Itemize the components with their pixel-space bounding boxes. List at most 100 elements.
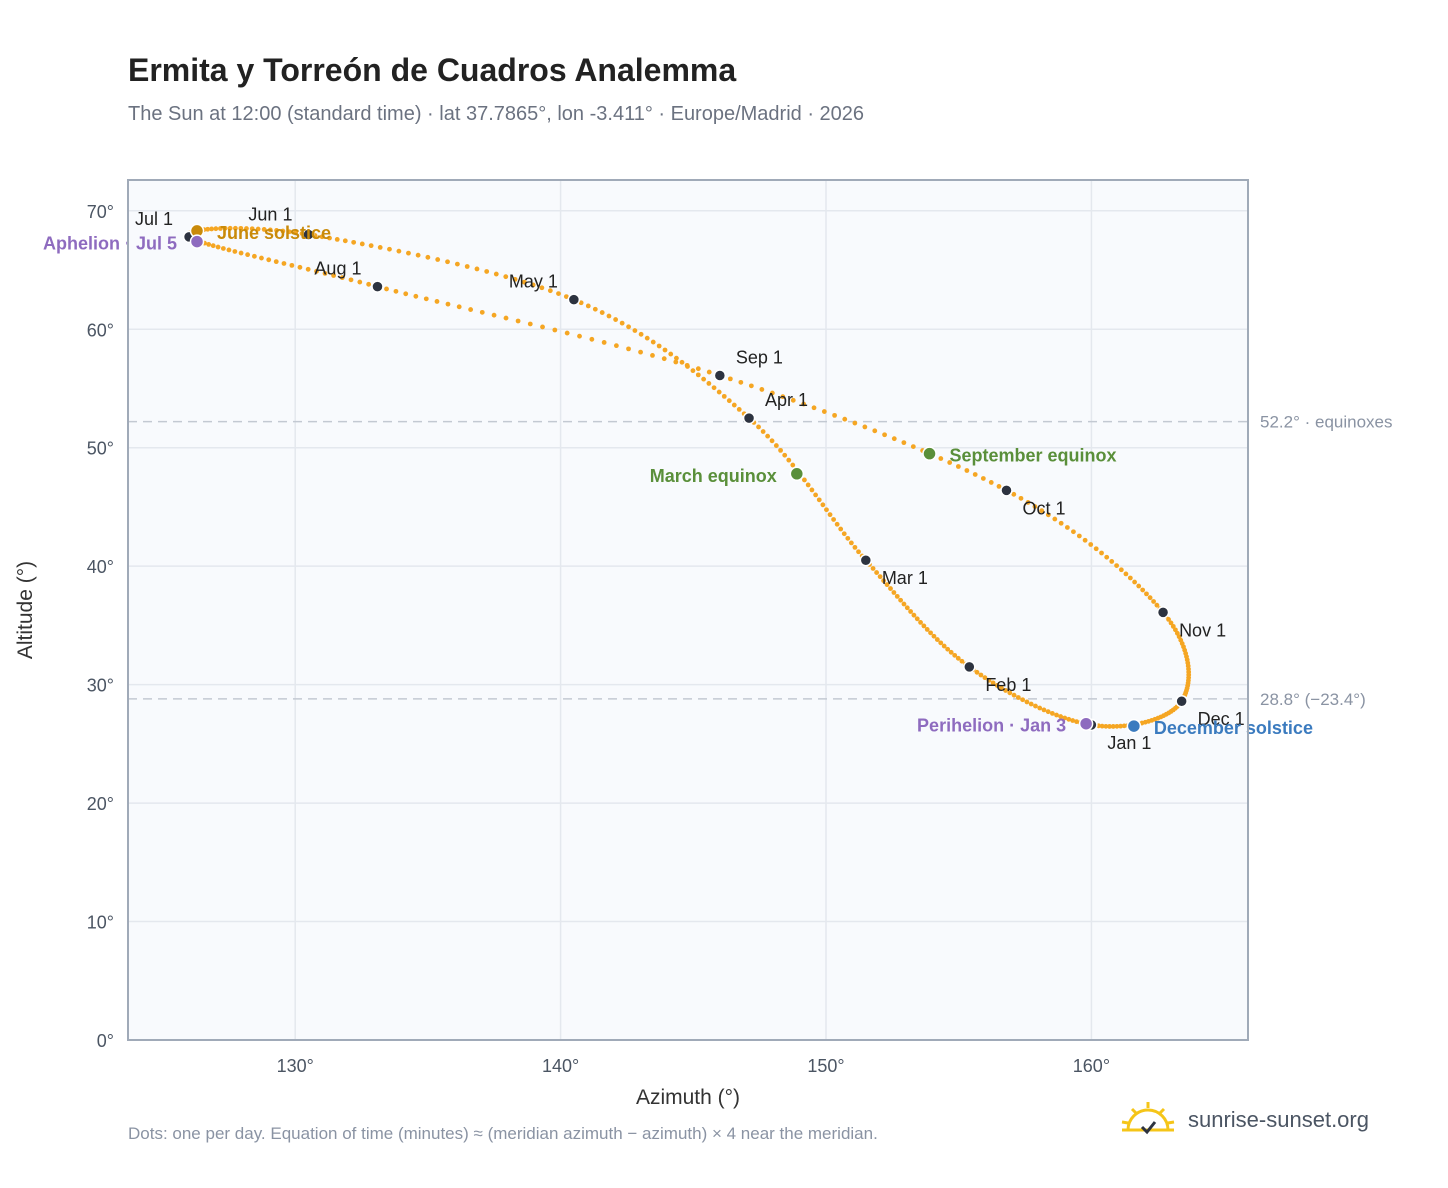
daily-sun-dot bbox=[870, 566, 876, 571]
daily-sun-dot bbox=[852, 544, 858, 550]
daily-sun-dot bbox=[948, 649, 954, 655]
daily-sun-dot bbox=[578, 300, 584, 306]
daily-sun-dot bbox=[445, 301, 451, 307]
daily-sun-dot bbox=[638, 349, 643, 355]
daily-sun-dot bbox=[852, 420, 858, 426]
daily-sun-dot bbox=[1118, 567, 1124, 573]
daily-sun-dot bbox=[947, 460, 953, 465]
reference-lines: 52.2° · equinoxes 28.8° (−23.4°) bbox=[128, 413, 1393, 709]
event-label: June solstice bbox=[217, 223, 331, 243]
daily-sun-dot bbox=[1071, 529, 1076, 535]
daily-sun-dot bbox=[1025, 500, 1031, 505]
daily-sun-dot bbox=[261, 227, 267, 232]
daily-sun-dot bbox=[445, 259, 450, 265]
daily-sun-dot bbox=[484, 269, 490, 274]
daily-sun-dot bbox=[342, 238, 348, 244]
daily-sun-dot bbox=[331, 273, 337, 278]
daily-sun-dot bbox=[816, 497, 822, 503]
daily-sun-dot bbox=[1103, 723, 1109, 729]
daily-sun-dot bbox=[821, 409, 827, 414]
brand-name: sunrise-sunset.org bbox=[1188, 1107, 1369, 1132]
daily-sun-dot bbox=[632, 328, 638, 333]
daily-sun-dot bbox=[564, 330, 570, 336]
daily-sun-dot bbox=[547, 288, 553, 294]
daily-sun-dot bbox=[790, 397, 796, 403]
daily-sun-dot bbox=[1118, 723, 1123, 729]
daily-sun-dot bbox=[986, 677, 992, 683]
daily-sun-dot bbox=[255, 226, 261, 232]
daily-sun-dot bbox=[396, 248, 402, 254]
daily-sun-dot bbox=[226, 247, 232, 253]
month-label: Nov 1 bbox=[1179, 620, 1226, 640]
daily-sun-dot bbox=[881, 578, 887, 584]
daily-sun-dot bbox=[679, 359, 685, 365]
reference-line-label: 52.2° · equinoxes bbox=[1260, 413, 1393, 432]
month-label: May 1 bbox=[509, 272, 558, 292]
daily-sun-dot bbox=[406, 250, 411, 256]
daily-sun-dot bbox=[585, 303, 591, 309]
daily-sun-dot bbox=[841, 531, 847, 537]
daily-sun-dot bbox=[464, 264, 470, 269]
daily-sun-dot bbox=[901, 601, 907, 607]
daily-sun-dot bbox=[1007, 690, 1013, 696]
daily-sun-dot bbox=[908, 609, 914, 614]
daily-sun-dot bbox=[716, 389, 722, 395]
daily-sun-dot bbox=[877, 574, 883, 580]
daily-sun-dot bbox=[1121, 723, 1127, 729]
daily-sun-dot bbox=[209, 226, 215, 232]
daily-sun-dot bbox=[801, 401, 807, 407]
daily-sun-dot bbox=[1045, 709, 1051, 715]
daily-sun-dot bbox=[1088, 542, 1094, 547]
daily-sun-dot bbox=[493, 271, 499, 277]
daily-sun-dot bbox=[959, 658, 965, 664]
daily-sun-dot bbox=[684, 362, 690, 368]
daily-sun-dot bbox=[1070, 718, 1076, 723]
daily-sun-dot bbox=[690, 368, 696, 374]
month-label: Dec 1 bbox=[1198, 709, 1245, 729]
daily-sun-dot bbox=[251, 253, 257, 259]
daily-sun-dot bbox=[210, 243, 216, 249]
daily-sun-dot bbox=[928, 630, 933, 636]
daily-sun-dot bbox=[996, 484, 1002, 489]
daily-sun-dot bbox=[393, 288, 399, 294]
event-label: September equinox bbox=[950, 446, 1117, 466]
daily-sun-dot bbox=[701, 376, 707, 382]
daily-sun-dot bbox=[901, 440, 907, 446]
sun-logo-icon bbox=[1121, 1102, 1175, 1135]
daily-sun-dot bbox=[423, 296, 429, 302]
daily-sun-dot bbox=[738, 379, 744, 385]
x-tick-label: 130° bbox=[277, 1056, 314, 1076]
daily-sun-dot bbox=[289, 262, 295, 268]
daily-sun-dot bbox=[974, 669, 980, 675]
daily-sun-dot bbox=[305, 266, 311, 272]
month-marker bbox=[1156, 606, 1170, 619]
daily-sun-dot bbox=[1058, 520, 1064, 526]
daily-sun-dot bbox=[592, 306, 598, 312]
y-tick-label: 10° bbox=[87, 913, 114, 933]
daily-sun-dot bbox=[515, 318, 521, 324]
daily-sun-dot bbox=[1024, 699, 1030, 705]
daily-sun-dot bbox=[1037, 705, 1043, 711]
daily-sun-dot bbox=[882, 432, 887, 438]
daily-sun-dot bbox=[891, 436, 897, 442]
daily-sun-dot bbox=[990, 680, 996, 686]
daily-sun-dot bbox=[227, 225, 233, 231]
daily-sun-dot bbox=[530, 282, 536, 288]
month-label: Aug 1 bbox=[314, 259, 361, 279]
daily-sun-dot bbox=[1110, 724, 1116, 729]
daily-sun-dot bbox=[862, 424, 868, 430]
daily-sun-dot bbox=[727, 376, 733, 382]
event-label: Perihelion · Jan 3 bbox=[917, 716, 1066, 736]
daily-sun-dot bbox=[1054, 712, 1059, 718]
daily-sun-dot bbox=[832, 412, 837, 418]
month-label: Jun 1 bbox=[248, 204, 292, 224]
daily-sun-dot bbox=[756, 424, 761, 430]
month-label: Sep 1 bbox=[736, 347, 783, 367]
daily-sun-dot bbox=[468, 307, 474, 312]
daily-sun-dot bbox=[327, 235, 332, 241]
month-marker bbox=[567, 293, 581, 306]
daily-sun-dot bbox=[456, 304, 462, 310]
daily-sun-dot bbox=[773, 443, 779, 448]
daily-sun-dot bbox=[1003, 688, 1008, 693]
daily-sun-dot bbox=[938, 640, 944, 646]
